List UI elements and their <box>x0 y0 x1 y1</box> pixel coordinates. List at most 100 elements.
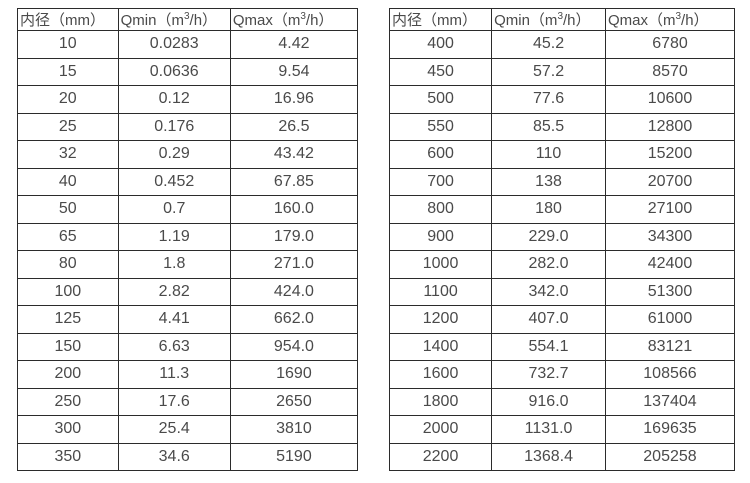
qmax-cell: 108566 <box>604 360 736 389</box>
qmin-cell: 554.1 <box>491 332 606 361</box>
qmax-cell: 662.0 <box>229 305 359 334</box>
table-row: 1800 916.0 137404 <box>388 387 736 416</box>
table-row: 800 180 27100 <box>388 195 736 224</box>
table-row: 700 138 20700 <box>388 167 736 196</box>
diameter-cell: 40 <box>17 167 119 196</box>
table-row: 150 6.63 954.0 <box>17 332 359 361</box>
diameter-cell: 2200 <box>388 442 493 471</box>
qmax-cell: 2650 <box>229 387 359 416</box>
table-row: 1000 282.0 42400 <box>388 250 736 279</box>
table-row: 2200 1368.4 205258 <box>388 442 736 471</box>
diameter-cell: 800 <box>388 195 493 224</box>
diameter-cell: 125 <box>17 305 119 334</box>
qmax-cell: 5190 <box>229 442 359 471</box>
diameter-cell: 600 <box>388 140 493 169</box>
qmax-cell: 4.42 <box>229 30 359 59</box>
table-row: 1200 407.0 61000 <box>388 305 736 334</box>
qmax-cell: 271.0 <box>229 250 359 279</box>
diameter-cell: 100 <box>17 277 119 306</box>
qmax-cell: 3810 <box>229 415 359 444</box>
table-row: 1600 732.7 108566 <box>388 360 736 389</box>
qmax-cell: 424.0 <box>229 277 359 306</box>
qmax-cell: 6780 <box>604 30 736 59</box>
table-row: 1400 554.1 83121 <box>388 332 736 361</box>
qmin-cell: 1.19 <box>117 222 231 251</box>
qmin-cell: 110 <box>491 140 606 169</box>
diameter-cell: 80 <box>17 250 119 279</box>
header-row: 内径（mm） Qmin（m3/h） Qmax（m3/h） <box>388 8 736 31</box>
table-row: 100 2.82 424.0 <box>17 277 359 306</box>
qmin-cell: 57.2 <box>491 57 606 86</box>
qmax-cell: 205258 <box>604 442 736 471</box>
table-row: 550 85.5 12800 <box>388 112 736 141</box>
qmax-cell: 83121 <box>604 332 736 361</box>
diameter-cell: 200 <box>17 360 119 389</box>
table-row: 400 45.2 6780 <box>388 30 736 59</box>
diameter-cell: 550 <box>388 112 493 141</box>
qmin-cell: 1131.0 <box>491 415 606 444</box>
qmin-cell: 0.0283 <box>117 30 231 59</box>
diameter-cell: 1400 <box>388 332 493 361</box>
qmin-cell: 4.41 <box>117 305 231 334</box>
column-header-diameter: 内径（mm） <box>388 8 493 31</box>
table-row: 40 0.452 67.85 <box>17 167 359 196</box>
table-row: 900 229.0 34300 <box>388 222 736 251</box>
diameter-cell: 450 <box>388 57 493 86</box>
qmin-cell: 0.29 <box>117 140 231 169</box>
diameter-cell: 20 <box>17 85 119 114</box>
qmax-cell: 43.42 <box>229 140 359 169</box>
qmax-cell: 160.0 <box>229 195 359 224</box>
table-row: 350 34.6 5190 <box>17 442 359 471</box>
qmax-cell: 16.96 <box>229 85 359 114</box>
diameter-cell: 900 <box>388 222 493 251</box>
table-row: 10 0.0283 4.42 <box>17 30 359 59</box>
diameter-cell: 150 <box>17 332 119 361</box>
diameter-cell: 25 <box>17 112 119 141</box>
qmin-cell: 2.82 <box>117 277 231 306</box>
table-row: 125 4.41 662.0 <box>17 305 359 334</box>
qmax-cell: 169635 <box>604 415 736 444</box>
qmin-cell: 6.63 <box>117 332 231 361</box>
qmax-cell: 179.0 <box>229 222 359 251</box>
qmax-cell: 67.85 <box>229 167 359 196</box>
qmax-cell: 9.54 <box>229 57 359 86</box>
flow-table-small-diameters: 内径（mm） Qmin（m3/h） Qmax（m3/h） 10 0.0283 4.42 15… <box>17 8 359 471</box>
diameter-cell: 1100 <box>388 277 493 306</box>
flow-table-large-diameters: 内径（mm） Qmin（m3/h） Qmax（m3/h） 400 45.2 6780 450… <box>388 8 736 471</box>
qmin-cell: 1.8 <box>117 250 231 279</box>
table-row: 300 25.4 3810 <box>17 415 359 444</box>
qmin-cell: 0.0636 <box>117 57 231 86</box>
table-row: 80 1.8 271.0 <box>17 250 359 279</box>
qmin-cell: 45.2 <box>491 30 606 59</box>
column-header-qmax: Qmax（m3/h） <box>229 8 359 31</box>
diameter-cell: 1600 <box>388 360 493 389</box>
diameter-cell: 10 <box>17 30 119 59</box>
table-row: 65 1.19 179.0 <box>17 222 359 251</box>
qmin-cell: 0.7 <box>117 195 231 224</box>
qmax-cell: 51300 <box>604 277 736 306</box>
qmax-cell: 26.5 <box>229 112 359 141</box>
table-row: 50 0.7 160.0 <box>17 195 359 224</box>
qmax-cell: 8570 <box>604 57 736 86</box>
qmin-cell: 0.176 <box>117 112 231 141</box>
diameter-cell: 50 <box>17 195 119 224</box>
qmin-cell: 34.6 <box>117 442 231 471</box>
table-row: 450 57.2 8570 <box>388 57 736 86</box>
qmin-cell: 138 <box>491 167 606 196</box>
column-header-qmin: Qmin（m3/h） <box>491 8 606 31</box>
table-row: 1100 342.0 51300 <box>388 277 736 306</box>
diameter-cell: 300 <box>17 415 119 444</box>
diameter-cell: 700 <box>388 167 493 196</box>
diameter-cell: 1000 <box>388 250 493 279</box>
qmax-cell: 34300 <box>604 222 736 251</box>
qmax-cell: 15200 <box>604 140 736 169</box>
qmin-cell: 916.0 <box>491 387 606 416</box>
table-row: 25 0.176 26.5 <box>17 112 359 141</box>
table-row: 32 0.29 43.42 <box>17 140 359 169</box>
table-row: 2000 1131.0 169635 <box>388 415 736 444</box>
qmin-cell: 77.6 <box>491 85 606 114</box>
qmin-cell: 25.4 <box>117 415 231 444</box>
qmin-cell: 17.6 <box>117 387 231 416</box>
qmax-cell: 20700 <box>604 167 736 196</box>
